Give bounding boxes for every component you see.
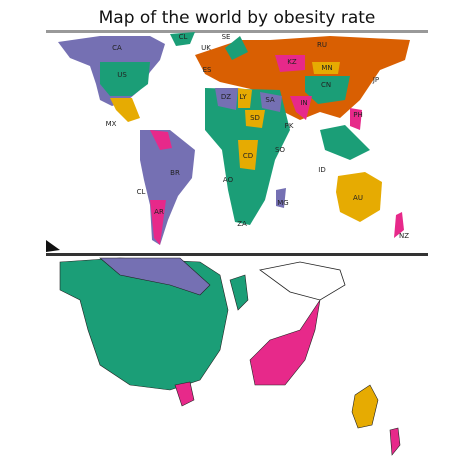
philippines [350, 108, 362, 130]
country-label: KZ [287, 58, 297, 66]
country-label: NZ [399, 232, 409, 240]
southeast-asia [320, 125, 370, 160]
cartogram-australia [351, 384, 379, 429]
top-map: CL SE UK RU ES KZ MN JP CA US CN DZ LY SA IN MX PK PH SD CD… [46, 30, 428, 252]
country-label: AU [353, 194, 363, 202]
country-label: LY [239, 93, 247, 101]
bottom-map [46, 253, 428, 456]
country-label: JP [372, 76, 379, 84]
cartogram-europe [229, 274, 249, 311]
country-label: CL [179, 33, 188, 41]
country-label: CD [243, 152, 253, 160]
country-label: PK [285, 122, 294, 130]
india [290, 96, 312, 120]
dr-congo [238, 140, 258, 170]
saudi-arabia [260, 92, 282, 112]
cartogram-south [174, 381, 195, 407]
country-label: BR [170, 169, 180, 177]
sudan [245, 110, 265, 128]
madagascar [276, 188, 286, 208]
china [305, 76, 350, 104]
country-label: CA [112, 44, 122, 52]
mongolia [312, 62, 340, 74]
argentina [150, 200, 166, 245]
usa [100, 62, 150, 96]
country-label: ZA [237, 220, 247, 228]
country-label: AO [223, 176, 234, 184]
country-label: CN [321, 81, 331, 89]
panel-border [46, 30, 428, 33]
cartogram-north [99, 257, 211, 296]
cartogram-new-zealand [389, 427, 401, 456]
country-label: SA [265, 96, 275, 104]
country-label: ID [318, 166, 325, 174]
country-label: CL [137, 188, 146, 196]
country-label: SE [222, 33, 231, 41]
country-labels: CL SE UK RU ES KZ MN JP CA US CN DZ LY SA IN MX PK PH SD CD… [106, 33, 410, 240]
country-label: MN [321, 64, 332, 72]
colombia [150, 130, 172, 150]
title: Map of the world by obesity rate [99, 8, 376, 28]
greenland [170, 32, 195, 46]
country-label: US [117, 71, 127, 79]
australia [336, 172, 382, 222]
new-zealand [394, 212, 404, 238]
libya [238, 88, 252, 108]
country-label: IN [300, 99, 307, 107]
country-label: MX [106, 120, 117, 128]
country-label: SD [250, 114, 260, 122]
panel-border [46, 253, 428, 256]
country-label: ES [203, 66, 212, 74]
eurasia [195, 36, 410, 120]
cartogram-magenta [249, 299, 321, 386]
country-label: SO [275, 146, 285, 154]
country-label: UK [201, 44, 211, 52]
country-label: RU [317, 41, 327, 49]
country-label: DZ [221, 93, 231, 101]
country-label: PH [353, 111, 363, 119]
cartogram-asia-outline [259, 261, 346, 301]
antarctica-edge [46, 240, 60, 252]
scandinavia [225, 36, 248, 60]
mexico [110, 98, 140, 122]
kazakhstan [275, 55, 305, 72]
algeria [215, 88, 238, 110]
country-label: MG [277, 199, 288, 207]
country-label: AR [154, 208, 164, 216]
